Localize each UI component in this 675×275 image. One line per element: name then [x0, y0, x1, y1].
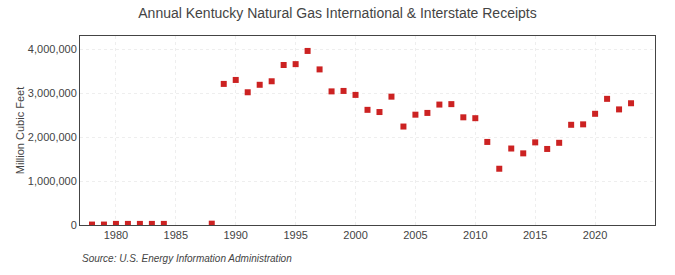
svg-text:2010: 2010: [463, 229, 487, 241]
svg-text:1980: 1980: [104, 229, 128, 241]
svg-text:4,000,000: 4,000,000: [28, 43, 77, 55]
svg-text:2000: 2000: [343, 229, 367, 241]
svg-text:2005: 2005: [403, 229, 427, 241]
svg-text:3,000,000: 3,000,000: [28, 87, 77, 99]
svg-text:1990: 1990: [223, 229, 247, 241]
svg-text:1985: 1985: [164, 229, 188, 241]
svg-text:Million Cubic Feet: Million Cubic Feet: [14, 87, 26, 174]
svg-text:2020: 2020: [583, 229, 607, 241]
svg-text:1,000,000: 1,000,000: [28, 175, 77, 187]
svg-text:2015: 2015: [523, 229, 547, 241]
svg-text:Source: U.S. Energy Informatio: Source: U.S. Energy Information Administ…: [82, 253, 292, 264]
svg-text:Annual Kentucky Natural Gas In: Annual Kentucky Natural Gas Internationa…: [138, 5, 536, 21]
svg-text:2,000,000: 2,000,000: [28, 131, 77, 143]
svg-text:1995: 1995: [283, 229, 307, 241]
svg-text:0: 0: [71, 219, 77, 231]
